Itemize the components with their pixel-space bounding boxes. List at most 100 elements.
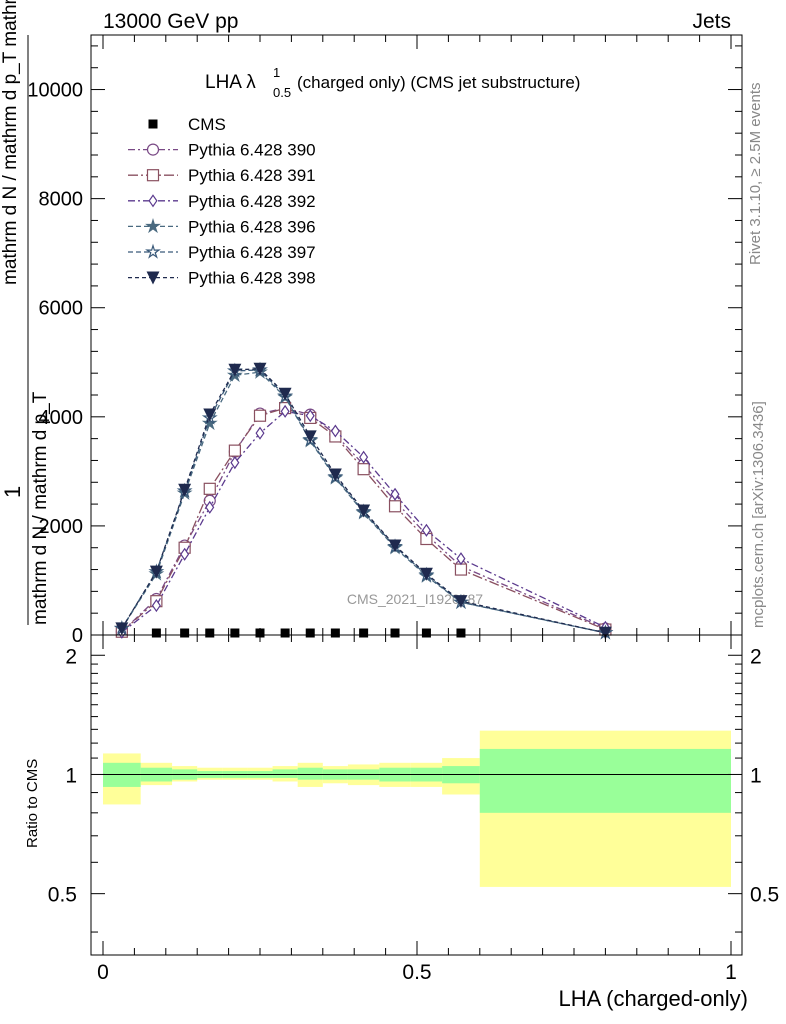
main-y-tick-label: 8000 (39, 189, 84, 211)
series-point (388, 500, 402, 513)
main-y-tick-label: 4000 (39, 407, 84, 429)
series-point (359, 450, 369, 464)
y-label-denominator: mathrm d N / mathrm d p_T (30, 391, 51, 625)
cms-data-point (330, 628, 340, 638)
y-label-derivative: mathrm d N / mathrm d p_T mathrm d lambd… (0, 0, 21, 285)
cms-data-point (359, 628, 369, 638)
cms-data-point (305, 628, 315, 638)
main-x-ticks (102, 35, 732, 635)
ratio-inner-band (297, 767, 323, 780)
series-point (178, 483, 192, 497)
legend-entry: CMS (148, 115, 226, 134)
x-tick-label: 1 (725, 961, 737, 984)
x-tick-label: 0 (97, 961, 109, 984)
legend: CMS Pythia 6.428 390 Pythia 6.428 391 Pythi… (128, 115, 316, 288)
legend-label: Pythia 6.428 398 (188, 269, 316, 288)
legend-entry: Pythia 6.428 391 (128, 166, 316, 185)
main-panel: 0 2000 4000 6000 8000 10000 CMS_2021_I1920187… (27, 34, 743, 647)
x-tick-label: 0.5 (402, 961, 431, 984)
chart-title-sub: 0.5 (273, 85, 291, 100)
ratio-y-tick-label-right: 0.5 (750, 884, 779, 907)
series-point (228, 363, 242, 377)
series-point (357, 463, 370, 476)
source-label: mcplots.cern.ch [arXiv:1306.3436] (750, 401, 767, 628)
series-point (421, 523, 431, 537)
ratio-y-axis: 0.5 0.5 1 1 2 2 (48, 645, 779, 933)
cms-data-point (205, 628, 215, 638)
series-point (303, 430, 317, 444)
cms-data-point (280, 628, 290, 638)
rivet-version-label: Rivet 3.1.10, ≥ 2.5M events (747, 83, 764, 266)
series-point (253, 409, 267, 422)
series-point (419, 567, 433, 581)
chart-title-sup: 1 (273, 65, 280, 80)
series-point (390, 487, 400, 501)
ratio-y-tick-label: 2 (65, 645, 77, 668)
main-y-axis: 0 2000 4000 6000 8000 10000 (27, 45, 742, 647)
legend-marker (146, 143, 160, 156)
legend-label: CMS (188, 115, 226, 134)
ratio-y-axis-label: Ratio to CMS (24, 759, 41, 848)
ratio-bands (103, 730, 731, 887)
header-observable-group: Jets (692, 10, 731, 33)
series-point (305, 409, 315, 423)
chart-title-main: LHA λ (205, 72, 256, 93)
series-point (230, 456, 240, 470)
cms-data-point (180, 628, 190, 638)
cms-data-point (230, 628, 240, 638)
ratio-y-tick-label-right: 1 (750, 764, 762, 787)
ratio-y-tick-label: 0.5 (48, 884, 77, 907)
ratio-x-axis: 0 0.5 1 (97, 635, 737, 984)
cms-data-point (151, 628, 161, 638)
series-point (330, 424, 340, 438)
series-point (255, 426, 265, 440)
series-point (328, 468, 342, 482)
series-point (454, 595, 468, 609)
legend-marker (146, 271, 160, 285)
legend-label: Pythia 6.428 397 (188, 243, 316, 262)
legend-marker (146, 169, 160, 182)
series-3 (117, 404, 610, 639)
main-y-tick-label: 6000 (39, 298, 84, 320)
series-point (180, 547, 190, 561)
legend-marker (148, 194, 158, 208)
series-point (203, 408, 217, 422)
series-point (253, 362, 267, 376)
legend-label: Pythia 6.428 391 (188, 166, 316, 185)
ratio-y-tick-label: 1 (65, 764, 77, 787)
series-point (228, 444, 241, 457)
series-point (598, 626, 612, 640)
main-y-tick-label: 0 (72, 625, 83, 647)
header-process: 13000 GeV pp (103, 10, 238, 33)
series-point (357, 504, 371, 518)
ratio-inner-band (272, 769, 298, 778)
series-point (278, 387, 292, 401)
chart-title: LHA λ 1 0.5 (charged only) (CMS jet subs… (205, 65, 580, 100)
cms-data-point (456, 628, 466, 638)
legend-entry: Pythia 6.428 397 (128, 243, 316, 262)
ratio-inner-band (479, 748, 731, 813)
series-line (121, 410, 606, 633)
legend-marker (145, 218, 161, 234)
main-y-tick-label: 2000 (39, 516, 84, 538)
cms-data-point (421, 628, 431, 638)
legend-entry: Pythia 6.428 392 (128, 192, 316, 211)
series-point (203, 482, 216, 495)
series-point (280, 404, 290, 418)
legend-label: Pythia 6.428 390 (188, 141, 316, 160)
main-y-tick-label: 10000 (27, 80, 83, 102)
series-point (115, 622, 129, 636)
y-label-numerator: 1 (0, 486, 25, 498)
series-point (456, 552, 466, 566)
series-point (151, 598, 161, 613)
series-6 (115, 362, 612, 640)
ratio-y-tick-label-right: 2 (750, 645, 762, 668)
legend-marker (148, 119, 158, 129)
chart-watermark: CMS_2021_I1920187 (347, 591, 483, 607)
series-point (205, 500, 215, 514)
legend-entry: Pythia 6.428 396 (128, 217, 316, 236)
cms-data-point (255, 628, 265, 638)
series-point (454, 563, 468, 576)
x-axis-label: LHA (charged-only) (558, 986, 748, 1011)
